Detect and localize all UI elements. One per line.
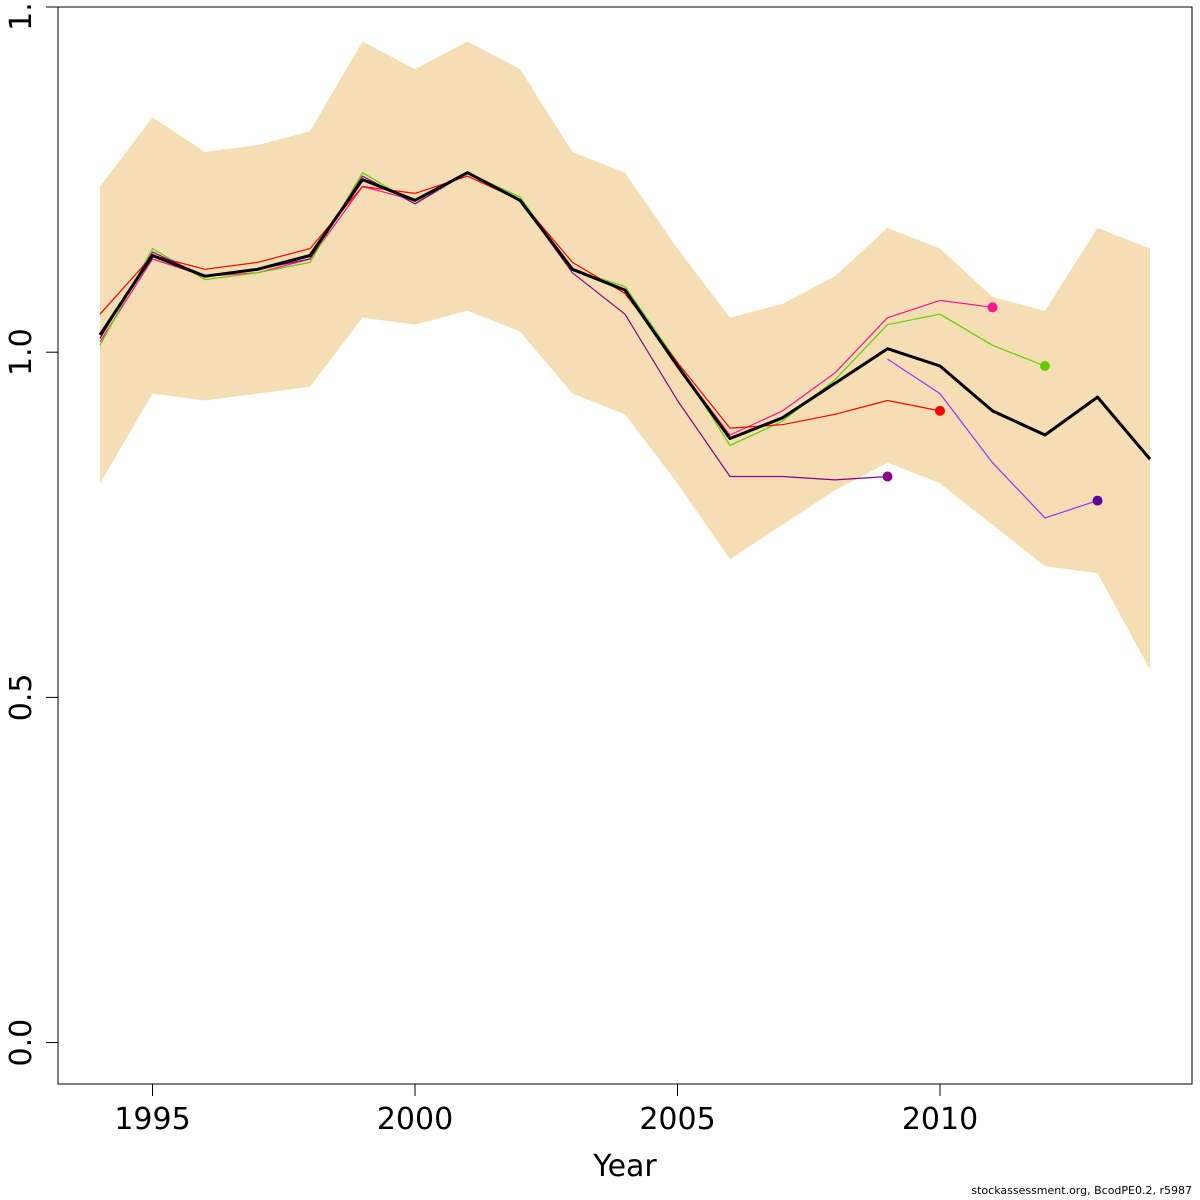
confidence-band <box>100 41 1150 670</box>
x-axis-title: Year <box>592 1149 657 1184</box>
x-tick-label: 1995 <box>114 1102 190 1137</box>
series-end-point-1 <box>987 302 998 313</box>
y-axis: 0.0 0.5 1.0 1.5 <box>4 0 58 1066</box>
confidence-band-area <box>100 41 1150 670</box>
y-tick-label: 1.0 <box>4 328 39 376</box>
x-tick-label: 2000 <box>377 1102 453 1137</box>
series-end-point-2 <box>1040 361 1050 371</box>
series-end-point-4 <box>882 471 893 482</box>
series-line-5 <box>887 358 1098 519</box>
x-axis: 1995 2000 2005 2010 <box>114 1084 978 1137</box>
series-end-point-3 <box>935 405 945 416</box>
series-layer <box>98 171 1152 519</box>
y-tick-label: 1.5 <box>4 0 39 31</box>
series-line-0 <box>98 171 1152 461</box>
y-tick-label: 0.5 <box>4 674 39 722</box>
x-tick-label: 2010 <box>902 1102 978 1137</box>
series-end-point-5 <box>1092 495 1103 506</box>
y-tick-label: 0.0 <box>4 1019 39 1067</box>
plot-frame <box>57 6 1193 1085</box>
x-tick-label: 2005 <box>639 1102 715 1137</box>
footer-credit: stockassessment.org, BcodPE0.2, r5987 <box>971 1184 1192 1197</box>
end-markers <box>882 302 1103 506</box>
